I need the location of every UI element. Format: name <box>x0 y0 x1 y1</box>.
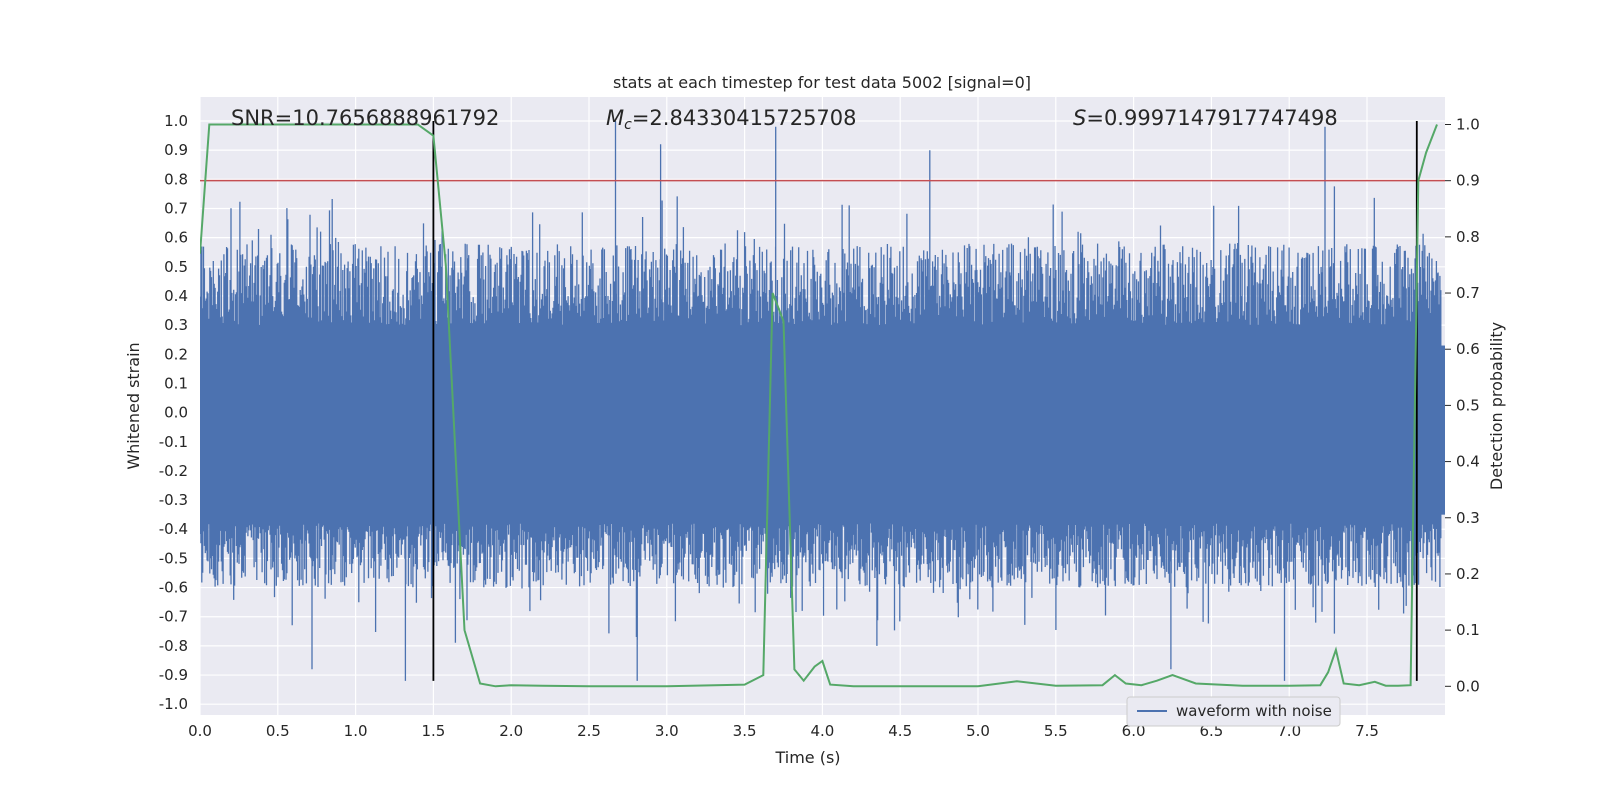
x-axis-label: Time (s) <box>774 748 840 767</box>
y-tick-label: 0.9 <box>164 141 188 159</box>
mc-value: =2.84330415725708 <box>632 106 857 130</box>
x-tick-label: 0.0 <box>188 722 212 740</box>
y2-tick-label: 0.0 <box>1456 677 1480 695</box>
x-tick-label: 0.5 <box>266 722 290 740</box>
x-tick-label: 5.0 <box>966 722 990 740</box>
y-tick-label: -0.1 <box>159 433 188 451</box>
y-tick-label: -0.4 <box>159 520 188 538</box>
x-tick-label: 4.5 <box>888 722 912 740</box>
y-axis-label: Whitened strain <box>124 342 143 469</box>
y-tick-label: -0.2 <box>159 462 188 480</box>
y-tick-label: 0.4 <box>164 287 188 305</box>
x-tick-label: 5.5 <box>1044 722 1068 740</box>
y2-tick-label: 0.7 <box>1456 284 1480 302</box>
chart-title: stats at each timestep for test data 500… <box>613 73 1031 92</box>
y-tick-label: 0.1 <box>164 374 188 392</box>
y2-tick-label: 0.5 <box>1456 396 1480 414</box>
y2-tick-label: 0.8 <box>1456 228 1480 246</box>
x-tick-label: 3.0 <box>655 722 679 740</box>
legend: waveform with noise <box>1126 696 1341 727</box>
overlay-lines <box>200 121 1445 688</box>
s-annotation: S=0.9997147917747498 <box>1073 106 1338 130</box>
x-tick-label: 2.5 <box>577 722 601 740</box>
y2-tick-label: 1.0 <box>1456 116 1480 134</box>
y-tick-label: 0.5 <box>164 258 188 276</box>
legend-label: waveform with noise <box>1176 702 1332 720</box>
y-axis-ticks: -1.0 -0.9 -0.8 -0.7 -0.6 -0.5 -0.4 -0.3 -0.2 -0.1… <box>159 112 188 713</box>
mc-symbol: M <box>606 106 624 130</box>
y2-tick-label: 0.6 <box>1456 340 1480 358</box>
y-tick-label: 0.7 <box>164 199 188 217</box>
y-tick-label: 0.3 <box>164 316 188 334</box>
y-tick-label: -0.7 <box>159 608 188 626</box>
legend-box <box>1126 696 1341 727</box>
waveform-line <box>200 121 1442 681</box>
y2-tick-label: 0.4 <box>1456 453 1480 471</box>
x-axis-ticks: 0.0 0.5 1.0 1.5 2.0 2.5 3.0 3.5 4.0 4.5 5.0 5.5 6.0 6… <box>188 722 1379 740</box>
y-tick-label: 0.0 <box>164 404 188 422</box>
y-tick-label: -0.5 <box>159 549 188 567</box>
y-tick-label: 0.6 <box>164 229 188 247</box>
y-tick-label: 0.8 <box>164 170 188 188</box>
y2-tick-label: 0.9 <box>1456 172 1480 190</box>
x-tick-label: 7.5 <box>1355 722 1379 740</box>
x-tick-label: 4.0 <box>810 722 834 740</box>
mc-subscript: c <box>624 117 632 133</box>
s-value: =0.9997147917747498 <box>1086 106 1337 130</box>
y2-tick-label: 0.2 <box>1456 565 1480 583</box>
waveform-series <box>200 121 1445 681</box>
y-tick-label: 0.2 <box>164 345 188 363</box>
y2-tick-label: 0.1 <box>1456 621 1480 639</box>
x-tick-label: 1.5 <box>421 722 445 740</box>
y2-axis-label: Detection probability <box>1487 322 1506 490</box>
x-tick-label: 1.0 <box>344 722 368 740</box>
y-tick-label: -1.0 <box>159 695 188 713</box>
x-tick-label: 2.0 <box>499 722 523 740</box>
y2-axis-ticks: 0.0 0.1 0.2 0.3 0.4 0.5 0.6 0.7 0.8 0.9 1.0 <box>1445 116 1480 695</box>
probability-line <box>200 123 1438 688</box>
y-tick-label: 1.0 <box>164 112 188 130</box>
y-tick-label: -0.9 <box>159 666 188 684</box>
x-tick-label: 3.5 <box>733 722 757 740</box>
y-tick-label: -0.3 <box>159 491 188 509</box>
y-tick-label: -0.6 <box>159 579 188 597</box>
mc-annotation: Mc=2.84330415725708 <box>606 106 857 133</box>
s-symbol: S <box>1073 106 1086 130</box>
y-tick-label: -0.8 <box>159 637 188 655</box>
snr-annotation: SNR=10.7656888961792 <box>231 106 499 130</box>
y2-tick-label: 0.3 <box>1456 509 1480 527</box>
